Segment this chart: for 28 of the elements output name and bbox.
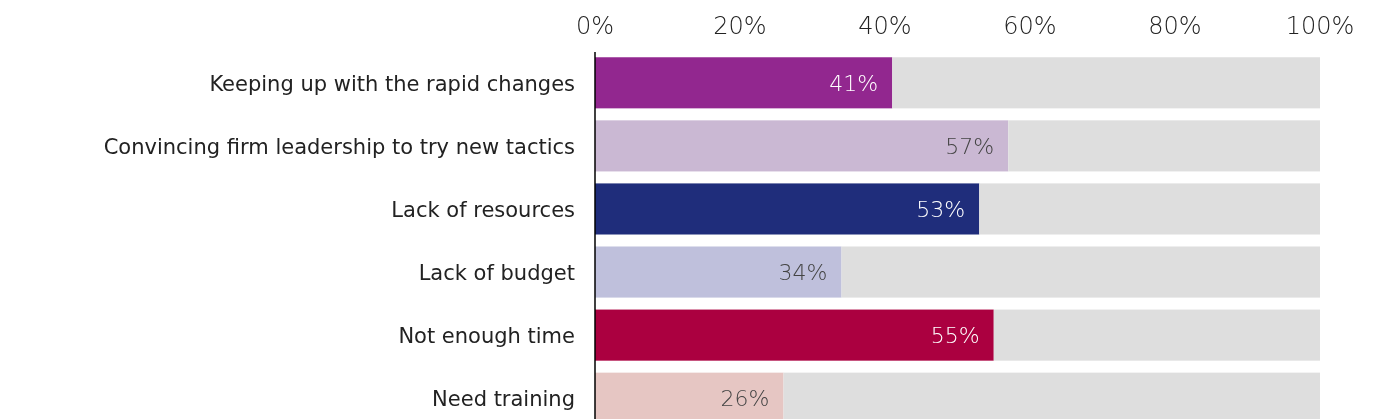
x-tick-label: 20%	[713, 12, 767, 40]
bar	[595, 309, 994, 361]
x-tick-label: 40%	[858, 12, 912, 40]
bar	[892, 57, 1320, 109]
bar	[595, 246, 842, 298]
data-label: 41%	[829, 70, 879, 96]
x-tick-label: 0%	[575, 12, 615, 40]
y-tick-label: Need training	[432, 387, 575, 412]
bar	[595, 57, 893, 109]
data-label: 55%	[930, 323, 980, 349]
y-tick-label: Lack of resources	[391, 197, 575, 222]
y-tick-label: Convincing firm leadership to try new tactics	[103, 134, 575, 159]
bar	[595, 120, 1009, 172]
y-tick-label: Not enough time	[398, 324, 575, 349]
data-label: 26%	[720, 386, 770, 412]
bar	[1008, 120, 1320, 172]
data-label: 34%	[778, 260, 828, 286]
y-tick-label: Lack of budget	[418, 261, 575, 286]
y-tick-label: Keeping up with the rapid changes	[209, 71, 575, 96]
bar	[595, 183, 980, 235]
data-label: 53%	[916, 196, 966, 222]
bar	[841, 246, 1320, 298]
bar	[993, 309, 1320, 361]
bar	[979, 183, 1320, 235]
x-tick-label: 80%	[1148, 12, 1202, 40]
x-tick-label: 100%	[1285, 12, 1355, 40]
data-label: 57%	[945, 133, 995, 159]
x-tick-label: 60%	[1003, 12, 1057, 40]
